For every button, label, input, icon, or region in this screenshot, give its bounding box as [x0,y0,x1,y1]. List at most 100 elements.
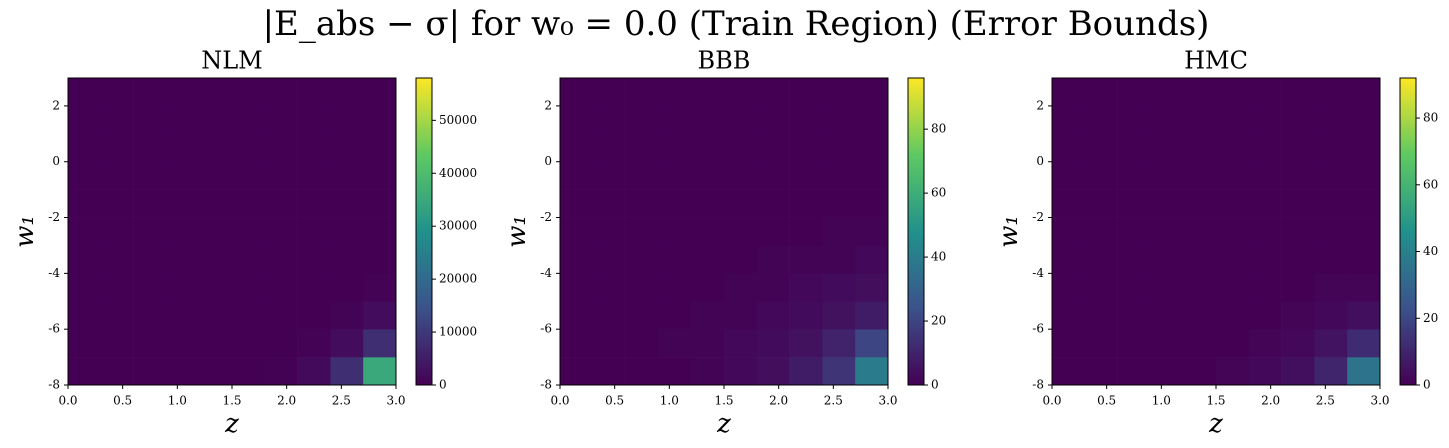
heatmap-cell [1314,357,1348,386]
heatmap-cell [822,329,856,358]
heatmap-cell [724,301,758,330]
heatmap-cell [592,273,626,302]
heatmap-cell [1281,245,1315,274]
heatmap-cell [1216,78,1250,107]
heatmap-cell [756,105,790,135]
heatmap-cell [363,133,397,163]
heatmap-cell [756,217,790,246]
heatmap-cell [100,301,134,330]
heatmap-cell [1084,105,1118,135]
heatmap-cell [1052,329,1086,358]
heatmap-cell [1248,133,1282,163]
x-tick-label: 0.5 [1097,394,1116,408]
panel-title: NLM [201,47,263,75]
heatmap-cell [625,273,659,302]
heatmap-cell [658,105,692,135]
x-tick-label: 2.0 [1261,394,1280,408]
heatmap-cell [166,217,200,246]
heatmap-cell [855,329,889,358]
heatmap-cell [1150,301,1184,330]
heatmap-cell [592,301,626,330]
x-tick-label: 2.0 [769,394,788,408]
heatmap-cell [691,189,725,218]
heatmap-cell [789,161,823,190]
heatmap-cell [297,105,331,135]
heatmap-cell [133,301,167,330]
heatmap-cell [363,273,397,302]
heatmap-cell [330,301,364,330]
heatmap-cell [1117,329,1151,358]
heatmap-cell [133,357,167,386]
heatmap-cell [789,301,823,330]
heatmap-cell [691,161,725,190]
heatmap-cell [264,329,298,358]
heatmap-cell [1150,105,1184,135]
heatmap-cell [68,133,102,163]
heatmap-cell [1150,245,1184,274]
heatmap-cell [133,329,167,358]
colorbar-tick-label: 40 [1423,244,1438,258]
heatmap-cell [1183,133,1217,163]
heatmap-cell [1347,329,1381,358]
heatmap-cell [855,105,889,135]
heatmap-cell [658,133,692,163]
heatmap-cell [133,105,167,135]
heatmap-cell [330,217,364,246]
y-tick-label: -2 [48,210,60,224]
heatmap-cell [1281,357,1315,386]
heatmap-cell [1183,301,1217,330]
heatmap-cell [133,217,167,246]
heatmap-cell [724,273,758,302]
heatmap-cell [166,189,200,218]
y-tick-label: 0 [52,154,60,168]
heatmap-cell [1347,161,1381,190]
colorbar [1399,77,1417,386]
heatmap-cell [1183,161,1217,190]
heatmap-cell [68,357,102,386]
heatmap-cell [1347,78,1381,107]
heatmap-cell [1347,273,1381,302]
heatmap-cell [330,105,364,135]
y-tick-label: -8 [48,378,60,392]
heatmap-cell [297,245,331,274]
heatmap-cell [756,189,790,218]
x-tick-label: 1.0 [1152,394,1171,408]
heatmap-cell [166,245,200,274]
heatmap-cell [264,217,298,246]
colorbar-tick-label: 40000 [439,166,477,180]
heatmap-cell [724,245,758,274]
heatmap-cell [658,161,692,190]
heatmap-cell [789,273,823,302]
heatmap-cell [330,357,364,386]
heatmap-cell [756,133,790,163]
heatmap-cell [166,273,200,302]
heatmap-cell [724,189,758,218]
heatmap-cell [330,161,364,190]
x-axis-label: z [716,409,731,439]
heatmap-cell [1183,245,1217,274]
heatmap-cell [199,245,233,274]
heatmap-cell [822,78,856,107]
heatmap-cell [199,189,233,218]
y-tick-label: 2 [544,98,552,112]
heatmap-cell [560,329,594,358]
heatmap-cell [1347,105,1381,135]
y-tick-label: 2 [1036,98,1044,112]
heatmap-cell [199,161,233,190]
heatmap-cell [592,133,626,163]
heatmap-cell [592,357,626,386]
heatmap-cell [691,133,725,163]
heatmap-cell [1052,161,1086,190]
heatmap-cell [363,357,397,386]
heatmap-cell [658,329,692,358]
heatmap-cell [1052,301,1086,330]
y-tick-label: -6 [1032,322,1044,336]
heatmap-cell [592,78,626,107]
heatmap-cell [822,357,856,386]
heatmap-cell [1248,78,1282,107]
heatmap-cell [592,217,626,246]
heatmap-cell [560,301,594,330]
heatmap-cell [166,161,200,190]
x-tick-label: 0.5 [113,394,132,408]
y-tick-label: -6 [48,322,60,336]
